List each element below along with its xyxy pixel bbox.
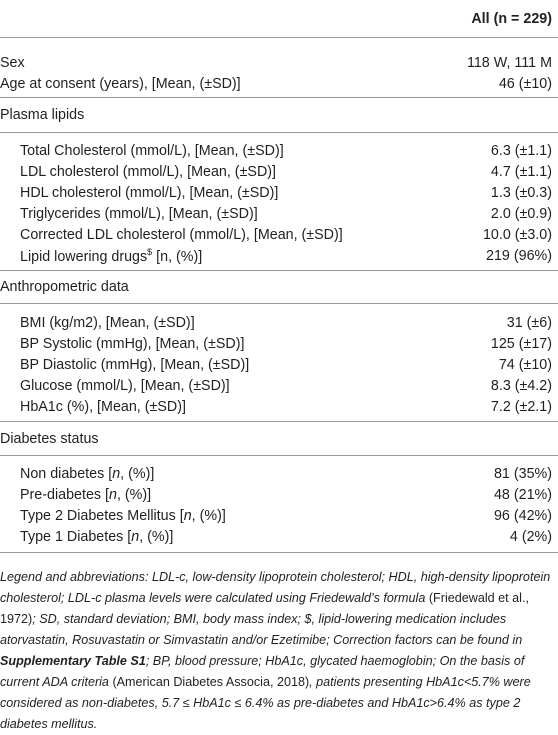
row-value: 74 (±10): [498, 356, 552, 373]
row-label: Type 1 Diabetes [n, (%)]: [20, 529, 173, 545]
footnote-text: Legend and abbreviations: LDL-c, low-den…: [0, 570, 551, 605]
table-row: Sex 118 W, 111 M: [0, 52, 558, 73]
row-value: 48 (21%): [493, 486, 552, 503]
row-label: Type 2 Diabetes Mellitus [n, (%)]: [20, 508, 226, 524]
row-value: 10.0 (±3.0): [482, 226, 552, 243]
section-title-text: Anthropometric data: [0, 279, 129, 295]
row-label: Glucose (mmol/L), [Mean, (±SD)]: [20, 377, 230, 394]
row-value: 125 (±17): [490, 335, 552, 352]
section-title: Plasma lipids: [0, 97, 558, 133]
row-value: 31 (±6): [506, 314, 552, 331]
row-label: Total Cholesterol (mmol/L), [Mean, (±SD)…: [20, 142, 284, 159]
table-row: LDL cholesterol (mmol/L), [Mean, (±SD)] 4…: [0, 161, 558, 182]
footnote-link[interactable]: Supplementary Table S1: [0, 654, 146, 668]
row-label: Lipid lowering drugs$ [n, (%)]: [20, 247, 202, 265]
label-text: , (%)]: [120, 465, 155, 482]
label-text: [n, (%)]: [152, 248, 203, 265]
label-italic: n: [131, 528, 140, 545]
row-value: 7.2 (±2.1): [490, 398, 552, 415]
label-text: Non diabetes [: [20, 465, 113, 482]
label-text: , (%)]: [191, 507, 226, 524]
row-value: 4.7 (±1.1): [490, 163, 552, 180]
table-row: Type 2 Diabetes Mellitus [n, (%)] 96 (42%…: [0, 505, 558, 526]
table-row: BP Systolic (mmHg), [Mean, (±SD)] 125 (±1…: [0, 333, 558, 354]
footnote-text: ; BP, blood pressure; HbA1c, glycated ha…: [0, 654, 525, 689]
section-title: Diabetes status: [0, 421, 558, 456]
label-italic: n: [109, 486, 117, 503]
row-label: Corrected LDL cholesterol (mmol/L), [Mea…: [20, 226, 343, 243]
row-label: Triglycerides (mmol/L), [Mean, (±SD)]: [20, 205, 258, 222]
table-row: HDL cholesterol (mmol/L), [Mean, (±SD)] 1…: [0, 182, 558, 203]
table-row: Lipid lowering drugs$ [n, (%)] 219 (96%): [0, 245, 558, 266]
footnote-text: ; SD, standard deviation; BMI, body mass…: [0, 612, 523, 647]
group: BMI (kg/m2), [Mean, (±SD)] 31 (±6) BP Sys…: [0, 304, 558, 421]
table-row: Age at consent (years), [Mean, (±SD)] 46 …: [0, 73, 558, 94]
label-text: Type 1 Diabetes [: [20, 528, 132, 545]
table-row: HbA1c (%), [Mean, (±SD)] 7.2 (±2.1): [0, 396, 558, 417]
column-header: All (n = 229): [0, 0, 558, 38]
row-label: BMI (kg/m2), [Mean, (±SD)]: [20, 314, 195, 331]
table-row: Non diabetes [n, (%)] 81 (35%): [0, 463, 558, 484]
label-italic: n: [112, 465, 121, 482]
label-text: Type 2 Diabetes Mellitus [: [20, 507, 184, 524]
table-row: BMI (kg/m2), [Mean, (±SD)] 31 (±6): [0, 312, 558, 333]
section-title-text: Diabetes status: [0, 430, 99, 447]
group: Non diabetes [n, (%)] 81 (35%) Pre-diabet…: [0, 456, 558, 552]
row-label: Pre-diabetes [n, (%)]: [20, 487, 151, 503]
group: Total Cholesterol (mmol/L), [Mean, (±SD)…: [0, 133, 558, 270]
label-text: Lipid lowering drugs: [20, 248, 148, 265]
row-label: BP Diastolic (mmHg), [Mean, (±SD)]: [20, 356, 250, 373]
row-label: Age at consent (years), [Mean, (±SD)]: [0, 75, 241, 92]
row-label: HDL cholesterol (mmol/L), [Mean, (±SD)]: [20, 184, 279, 201]
label-italic: n: [183, 507, 192, 524]
row-label: Non diabetes [n, (%)]: [20, 466, 154, 482]
column-header-text: All (n = 229): [471, 10, 552, 27]
row-value: 96 (42%): [493, 507, 552, 524]
citation: (Friedewald et al., 1972): [0, 591, 529, 626]
row-value: 46 (±10): [498, 75, 552, 92]
table-row: Total Cholesterol (mmol/L), [Mean, (±SD)…: [0, 140, 558, 161]
row-label: LDL cholesterol (mmol/L), [Mean, (±SD)]: [20, 163, 276, 180]
row-value: 118 W, 111 M: [466, 54, 552, 71]
row-value: 4 (2%): [509, 528, 552, 545]
label-text: , (%)]: [139, 528, 174, 545]
row-value: 6.3 (±1.1): [490, 142, 552, 159]
section-title: Anthropometric data: [0, 270, 558, 304]
section-title-text: Plasma lipids: [0, 107, 85, 123]
row-value: 8.3 (±4.2): [490, 377, 552, 394]
row-label: BP Systolic (mmHg), [Mean, (±SD)]: [20, 335, 245, 352]
label-text: Pre-diabetes [: [20, 486, 110, 503]
row-value: 1.3 (±0.3): [490, 184, 552, 201]
table-row: Type 1 Diabetes [n, (%)] 4 (2%): [0, 526, 558, 547]
citation: (American Diabetes Associa, 2018): [112, 675, 310, 689]
row-label: HbA1c (%), [Mean, (±SD)]: [20, 398, 186, 415]
row-label: Sex: [0, 54, 25, 71]
row-value: 2.0 (±0.9): [490, 205, 552, 222]
footnote: Legend and abbreviations: LDL-c, low-den…: [0, 552, 558, 735]
footnote-text: , patients presenting HbA1c<5.7% were co…: [0, 675, 531, 731]
row-value: 81 (35%): [493, 465, 552, 482]
label-text: , (%)]: [116, 486, 152, 503]
label-superscript: $: [147, 246, 153, 257]
table-row: Corrected LDL cholesterol (mmol/L), [Mea…: [0, 224, 558, 245]
group: Sex 118 W, 111 M Age at consent (years), …: [0, 38, 558, 97]
table-row: BP Diastolic (mmHg), [Mean, (±SD)] 74 (±1…: [0, 354, 558, 375]
table-row: Triglycerides (mmol/L), [Mean, (±SD)] 2.0…: [0, 203, 558, 224]
table-row: Glucose (mmol/L), [Mean, (±SD)] 8.3 (±4.2…: [0, 375, 558, 396]
row-value: 219 (96%): [486, 247, 552, 264]
table-row: Pre-diabetes [n, (%)] 48 (21%): [0, 484, 558, 505]
